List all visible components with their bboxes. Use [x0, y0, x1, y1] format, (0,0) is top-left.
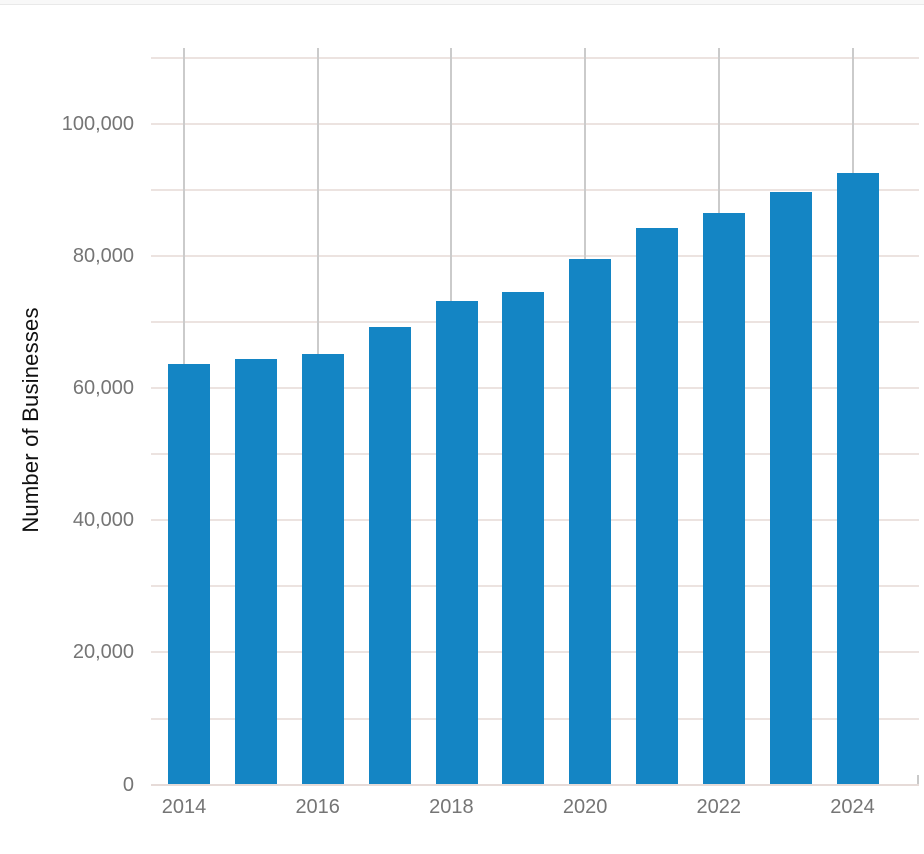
- x-tick-label: 2016: [295, 796, 340, 818]
- bar-2018[interactable]: [435, 300, 478, 784]
- horizontal-gridline: [151, 254, 919, 257]
- horizontal-gridline: [151, 122, 919, 125]
- y-tick-label: 40,000: [72, 509, 134, 532]
- bar-2015[interactable]: [235, 358, 278, 784]
- plot-right-edge-tick: [916, 774, 919, 784]
- x-tick-label: 2020: [562, 796, 608, 818]
- bar-2020[interactable]: [569, 259, 612, 784]
- horizontal-gridline: [151, 56, 919, 59]
- x-tick-label: 2014: [161, 796, 207, 818]
- x-tick-label: 2022: [696, 796, 742, 818]
- bar-2017[interactable]: [368, 327, 411, 784]
- horizontal-gridline: [151, 188, 919, 191]
- bar-2021[interactable]: [636, 228, 679, 784]
- y-tick-label: 0: [122, 773, 134, 796]
- x-tick-label: 2024: [830, 796, 875, 818]
- bar-2024[interactable]: [836, 173, 879, 784]
- y-tick-label: 100,000: [61, 112, 134, 135]
- bar-2022[interactable]: [703, 212, 745, 784]
- bar-2019[interactable]: [502, 292, 545, 784]
- bar-2014[interactable]: [168, 364, 211, 784]
- y-axis-title: Number of Businesses: [18, 307, 43, 533]
- y-tick-label: 20,000: [72, 641, 134, 664]
- y-tick-label: 80,000: [72, 244, 134, 267]
- bar-2023[interactable]: [769, 192, 812, 784]
- x-tick-label: 2018: [429, 796, 474, 818]
- page-top-border: [0, 0, 924, 5]
- y-tick-label: 60,000: [72, 377, 134, 399]
- bar-2016[interactable]: [301, 353, 344, 784]
- x-axis-line: [151, 783, 919, 786]
